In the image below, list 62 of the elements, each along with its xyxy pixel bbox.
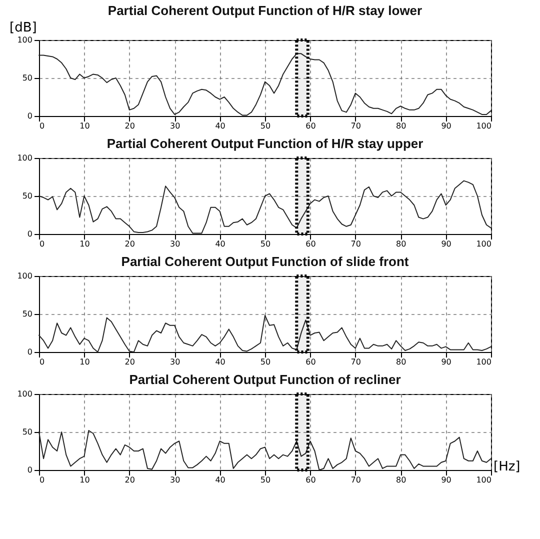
x-tick-label: 20 xyxy=(124,476,135,484)
x-tick-label: 60 xyxy=(306,122,316,130)
x-tick-label: 20 xyxy=(124,358,135,366)
y-tick-label: 100 xyxy=(17,272,32,280)
x-tick-label: 50 xyxy=(260,240,271,248)
chart-title: Partial Coherent Output Function of slide front xyxy=(121,254,410,269)
x-tick-label: 40 xyxy=(215,240,226,248)
chart-title: Partial Coherent Output Function of H/R stay upper xyxy=(106,136,424,151)
x-tick-label: 70 xyxy=(350,240,361,248)
x-tick-label: 80 xyxy=(396,122,406,130)
y-tick-label: 0 xyxy=(27,466,32,474)
chart-title: Partial Coherent Output Function of recliner xyxy=(129,372,401,387)
x-tick-label: 80 xyxy=(396,476,406,484)
x-tick-label: 30 xyxy=(170,476,180,484)
x-tick-label: 0 xyxy=(40,240,45,248)
x-tick-label: 0 xyxy=(40,122,45,130)
y-tick-label: 100 xyxy=(17,154,32,162)
x-tick-label: 0 xyxy=(40,476,45,484)
x-tick-label: 10 xyxy=(80,122,90,130)
y-tick-label: 50 xyxy=(22,192,32,200)
x-tick-label: 20 xyxy=(124,240,135,248)
x-tick-label: 40 xyxy=(215,122,226,130)
y-tick-label: 50 xyxy=(22,428,32,436)
x-tick-label: 30 xyxy=(170,358,180,366)
y-tick-label: 50 xyxy=(22,310,32,318)
x-tick-label: 40 xyxy=(215,358,226,366)
y-tick-label: 0 xyxy=(27,112,32,120)
y-tick-label: 50 xyxy=(22,74,32,82)
x-tick-label: 40 xyxy=(215,476,226,484)
x-tick-label: 0 xyxy=(40,358,45,366)
x-tick-label: 70 xyxy=(350,358,361,366)
x-tick-label: 90 xyxy=(441,358,452,366)
x-tick-label: 10 xyxy=(80,240,90,248)
y-tick-label: 0 xyxy=(27,348,32,356)
x-tick-label: 50 xyxy=(260,122,271,130)
x-tick-label: 80 xyxy=(396,240,406,248)
x-tick-label: 100 xyxy=(476,358,492,366)
x-tick-label: 50 xyxy=(260,476,271,484)
y-tick-label: 0 xyxy=(27,230,32,238)
x-tick-label: 20 xyxy=(124,122,135,130)
x-tick-label: 100 xyxy=(476,476,492,484)
x-tick-label: 60 xyxy=(306,240,316,248)
y-tick-label: 100 xyxy=(17,390,32,398)
chart-title: Partial Coherent Output Function of H/R stay lower xyxy=(108,3,422,18)
x-tick-label: 10 xyxy=(80,476,90,484)
x-tick-label: 90 xyxy=(441,240,452,248)
y-axis-title: [dB] xyxy=(10,20,37,36)
x-tick-label: 70 xyxy=(350,476,361,484)
x-tick-label: 100 xyxy=(476,240,492,248)
y-tick-label: 100 xyxy=(17,36,32,44)
x-tick-label: 90 xyxy=(441,476,452,484)
x-tick-label: 70 xyxy=(350,122,361,130)
x-tick-label: 30 xyxy=(170,240,180,248)
x-tick-label: 60 xyxy=(306,358,316,366)
x-tick-label: 60 xyxy=(306,476,316,484)
x-tick-label: 100 xyxy=(476,122,492,130)
x-axis-title: [Hz] xyxy=(494,460,520,474)
x-tick-label: 10 xyxy=(80,358,90,366)
x-tick-label: 90 xyxy=(441,122,452,130)
x-tick-label: 50 xyxy=(260,358,271,366)
x-tick-label: 30 xyxy=(170,122,180,130)
x-tick-label: 80 xyxy=(396,358,406,366)
